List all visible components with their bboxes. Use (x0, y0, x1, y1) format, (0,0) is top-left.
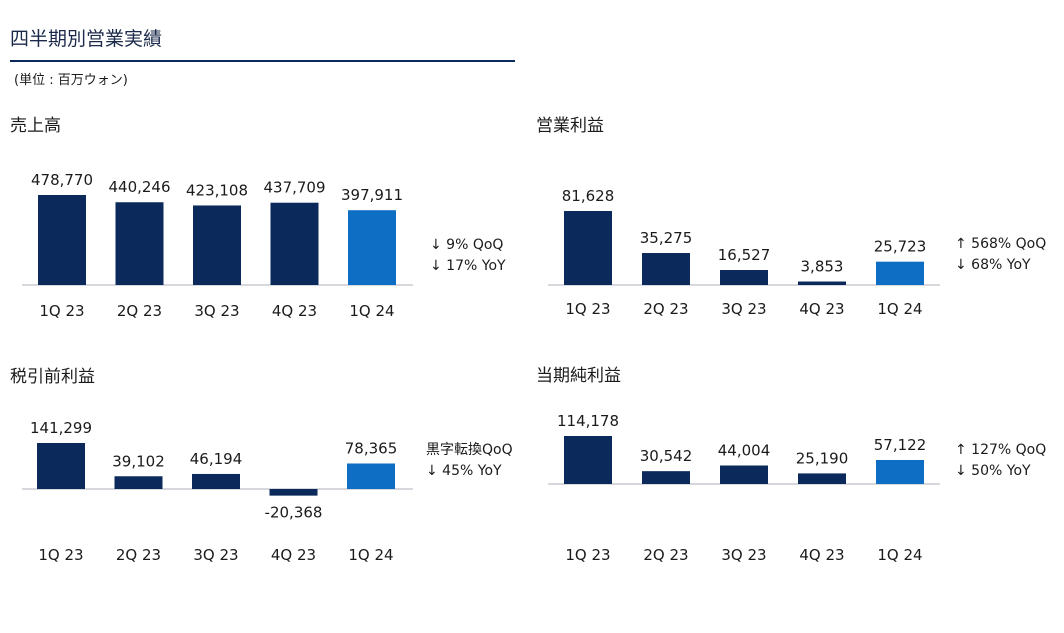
bar-4q-23 (798, 473, 846, 484)
pretax-profit-change-note: 黒字転換QoQ ↓ 45% YoY (426, 440, 513, 482)
category-label: 4Q 23 (799, 546, 844, 564)
category-label: 3Q 23 (194, 302, 239, 320)
pretax-profit-qoq: 黒字転換QoQ (426, 442, 513, 458)
category-label: 2Q 23 (116, 546, 161, 564)
category-label: 1Q 24 (349, 302, 394, 320)
value-label: 16,527 (718, 246, 771, 264)
bar-1q-24 (876, 261, 924, 285)
operating-profit-qoq: ↑ 568% QoQ (955, 236, 1047, 252)
revenue-change-note: ↓ 9% QoQ ↓ 17% YoY (430, 235, 506, 277)
value-label: 3,853 (801, 258, 844, 276)
chart-title-revenue: 売上高 (10, 116, 61, 136)
operating-profit-change-note: ↑ 568% QoQ ↓ 68% YoY (955, 234, 1046, 276)
category-label: 1Q 23 (39, 302, 84, 320)
category-label: 4Q 23 (272, 302, 317, 320)
bar-1q-23 (564, 211, 612, 285)
category-label: 4Q 23 (271, 546, 316, 564)
value-label: 440,246 (108, 178, 170, 196)
pretax-profit-yoy: ↓ 45% YoY (426, 463, 502, 479)
bar-2q-23 (642, 471, 690, 484)
bar-3q-23 (720, 270, 768, 285)
unit-note: (単位 : 百万ウォン) (14, 73, 128, 88)
net-income-yoy: ↓ 50% YoY (955, 463, 1031, 479)
bar-2q-23 (115, 202, 164, 285)
category-label: 2Q 23 (643, 300, 688, 318)
value-label: 46,194 (190, 450, 243, 468)
value-label: 437,709 (263, 179, 325, 197)
value-label: 397,911 (341, 186, 403, 204)
bar-3q-23 (193, 205, 241, 285)
value-label: 25,723 (874, 238, 927, 256)
category-label: 1Q 23 (565, 546, 610, 564)
chart-title-pretax-profit: 税引前利益 (10, 367, 95, 387)
value-label: 78,365 (345, 439, 398, 457)
category-label: 1Q 24 (348, 546, 393, 564)
bar-1q-24 (347, 463, 395, 489)
bar-1q-23 (38, 195, 86, 285)
value-label: 141,299 (30, 419, 92, 437)
value-label: 44,004 (718, 442, 771, 460)
bar-1q-24 (348, 210, 396, 285)
revenue-yoy: ↓ 17% YoY (430, 258, 506, 274)
category-label: 3Q 23 (721, 300, 766, 318)
net-income-change-note: ↑ 127% QoQ ↓ 50% YoY (955, 440, 1046, 482)
bar-2q-23 (642, 253, 690, 285)
chart-title-net-income: 当期純利益 (536, 366, 621, 386)
value-label: 423,108 (186, 181, 248, 199)
value-label: 57,122 (874, 436, 927, 454)
bar-2q-23 (114, 476, 163, 489)
bar-1q-24 (876, 459, 924, 484)
category-label: 2Q 23 (117, 302, 162, 320)
value-label: 478,770 (31, 171, 93, 189)
category-label: 1Q 23 (565, 300, 610, 318)
category-label: 1Q 23 (38, 546, 83, 564)
bar-3q-23 (720, 465, 768, 484)
bar-4q-23 (798, 281, 846, 285)
bar-4q-23 (269, 489, 318, 496)
category-label: 1Q 24 (877, 546, 922, 564)
category-label: 2Q 23 (643, 546, 688, 564)
revenue-qoq: ↓ 9% QoQ (430, 237, 504, 253)
value-label: 30,542 (640, 447, 693, 465)
category-label: 1Q 24 (877, 300, 922, 318)
value-label: 35,275 (640, 229, 693, 247)
bar-1q-23 (37, 443, 85, 489)
category-label: 3Q 23 (193, 546, 238, 564)
value-label: 81,628 (562, 187, 615, 205)
bar-1q-23 (564, 436, 612, 484)
value-label: 25,190 (796, 449, 849, 467)
value-label: -20,368 (265, 504, 323, 522)
value-label: 39,102 (112, 452, 165, 470)
bar-3q-23 (192, 473, 240, 489)
page-title: 四半期別営業実績 (10, 28, 163, 50)
category-label: 4Q 23 (799, 300, 844, 318)
value-label: 114,178 (557, 412, 619, 430)
net-income-qoq: ↑ 127% QoQ (955, 442, 1047, 458)
category-label: 3Q 23 (721, 546, 766, 564)
title-divider (10, 60, 515, 62)
bar-4q-23 (270, 202, 319, 285)
chart-title-operating-profit: 営業利益 (536, 116, 604, 136)
operating-profit-yoy: ↓ 68% YoY (955, 257, 1031, 273)
